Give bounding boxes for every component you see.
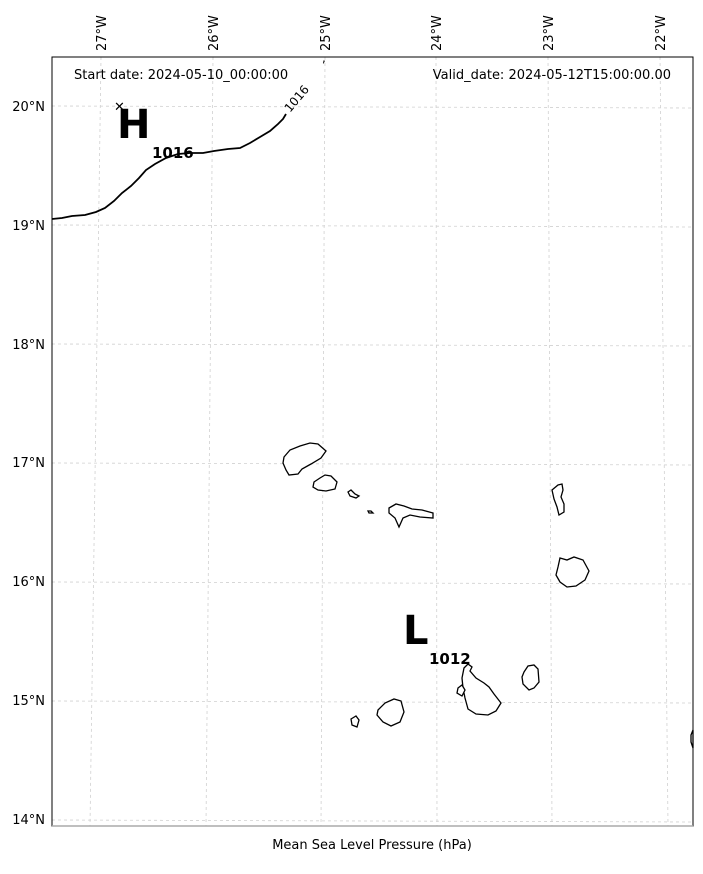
lat-tick-15n: 15°N [12, 694, 45, 709]
meridian-22w [659, 56, 669, 827]
island-brava [350, 715, 360, 728]
island-santa-luzia [347, 489, 361, 499]
lon-tick-22w: 22°W [654, 15, 669, 51]
lat-tick-16n: 16°N [12, 575, 45, 590]
low-center-letter: L [403, 608, 429, 654]
parallel-16n [51, 581, 694, 585]
pressure-centers: ✕ H 1016 L 1012 [114, 100, 471, 668]
island-santo-antao [282, 442, 327, 476]
lon-tick-26w: 26°W [207, 15, 222, 51]
island-maio [521, 664, 540, 691]
parallel-15n [51, 700, 694, 704]
start-date-label: Start date: 2024-05-10_00:00:00 [74, 68, 288, 83]
variable-label: Mean Sea Level Pressure (hPa) [272, 838, 472, 853]
island-sal [551, 483, 565, 517]
high-marker-icon: ✕ [114, 100, 125, 115]
parallel-20n [51, 105, 694, 109]
islet-branco [366, 510, 375, 514]
isobar-fragment: , [322, 51, 326, 65]
graticule [51, 56, 694, 827]
lat-tick-17n: 17°N [12, 456, 45, 471]
lat-tick-20n: 20°N [12, 100, 45, 115]
parallel-17n [51, 462, 694, 466]
parallel-19n [51, 224, 694, 228]
map-frame [51, 56, 694, 827]
lat-tick-18n: 18°N [12, 338, 45, 353]
meridian-24w [435, 56, 438, 827]
meridian-27w [89, 56, 102, 827]
isobar-1016-label: 1016 [282, 83, 312, 115]
isobar-1016 [51, 113, 287, 220]
island-sao-vicente [312, 474, 338, 492]
island-boa-vista [555, 556, 590, 588]
parallel-14n [51, 819, 694, 823]
lon-tick-24w: 24°W [430, 15, 445, 51]
meridian-26w [205, 56, 214, 827]
parallel-18n [51, 343, 694, 347]
meridian-25w [320, 56, 326, 827]
lon-tick-27w: 27°W [95, 15, 110, 51]
lat-tick-19n: 19°N [12, 219, 45, 234]
lon-tick-23w: 23°W [542, 15, 557, 51]
island-santiago [461, 663, 502, 716]
high-center-value: 1016 [152, 144, 194, 162]
low-center-value: 1012 [429, 650, 471, 668]
lat-tick-14n: 14°N [12, 813, 45, 828]
islet-santiago-west [456, 684, 466, 697]
lon-tick-25w: 25°W [319, 15, 334, 51]
coastlines [282, 442, 694, 749]
island-sao-nicolau [388, 503, 434, 529]
longitude-labels: 27°W 26°W 25°W 24°W 23°W 22°W [95, 15, 669, 51]
meridian-23w [547, 56, 553, 827]
high-center-letter: H [117, 102, 150, 148]
island-fogo [376, 698, 405, 727]
latitude-labels: 20°N 19°N 18°N 17°N 16°N 15°N 14°N [12, 100, 45, 828]
valid-date-label: Valid_date: 2024-05-12T15:00:00.00 [433, 68, 671, 83]
